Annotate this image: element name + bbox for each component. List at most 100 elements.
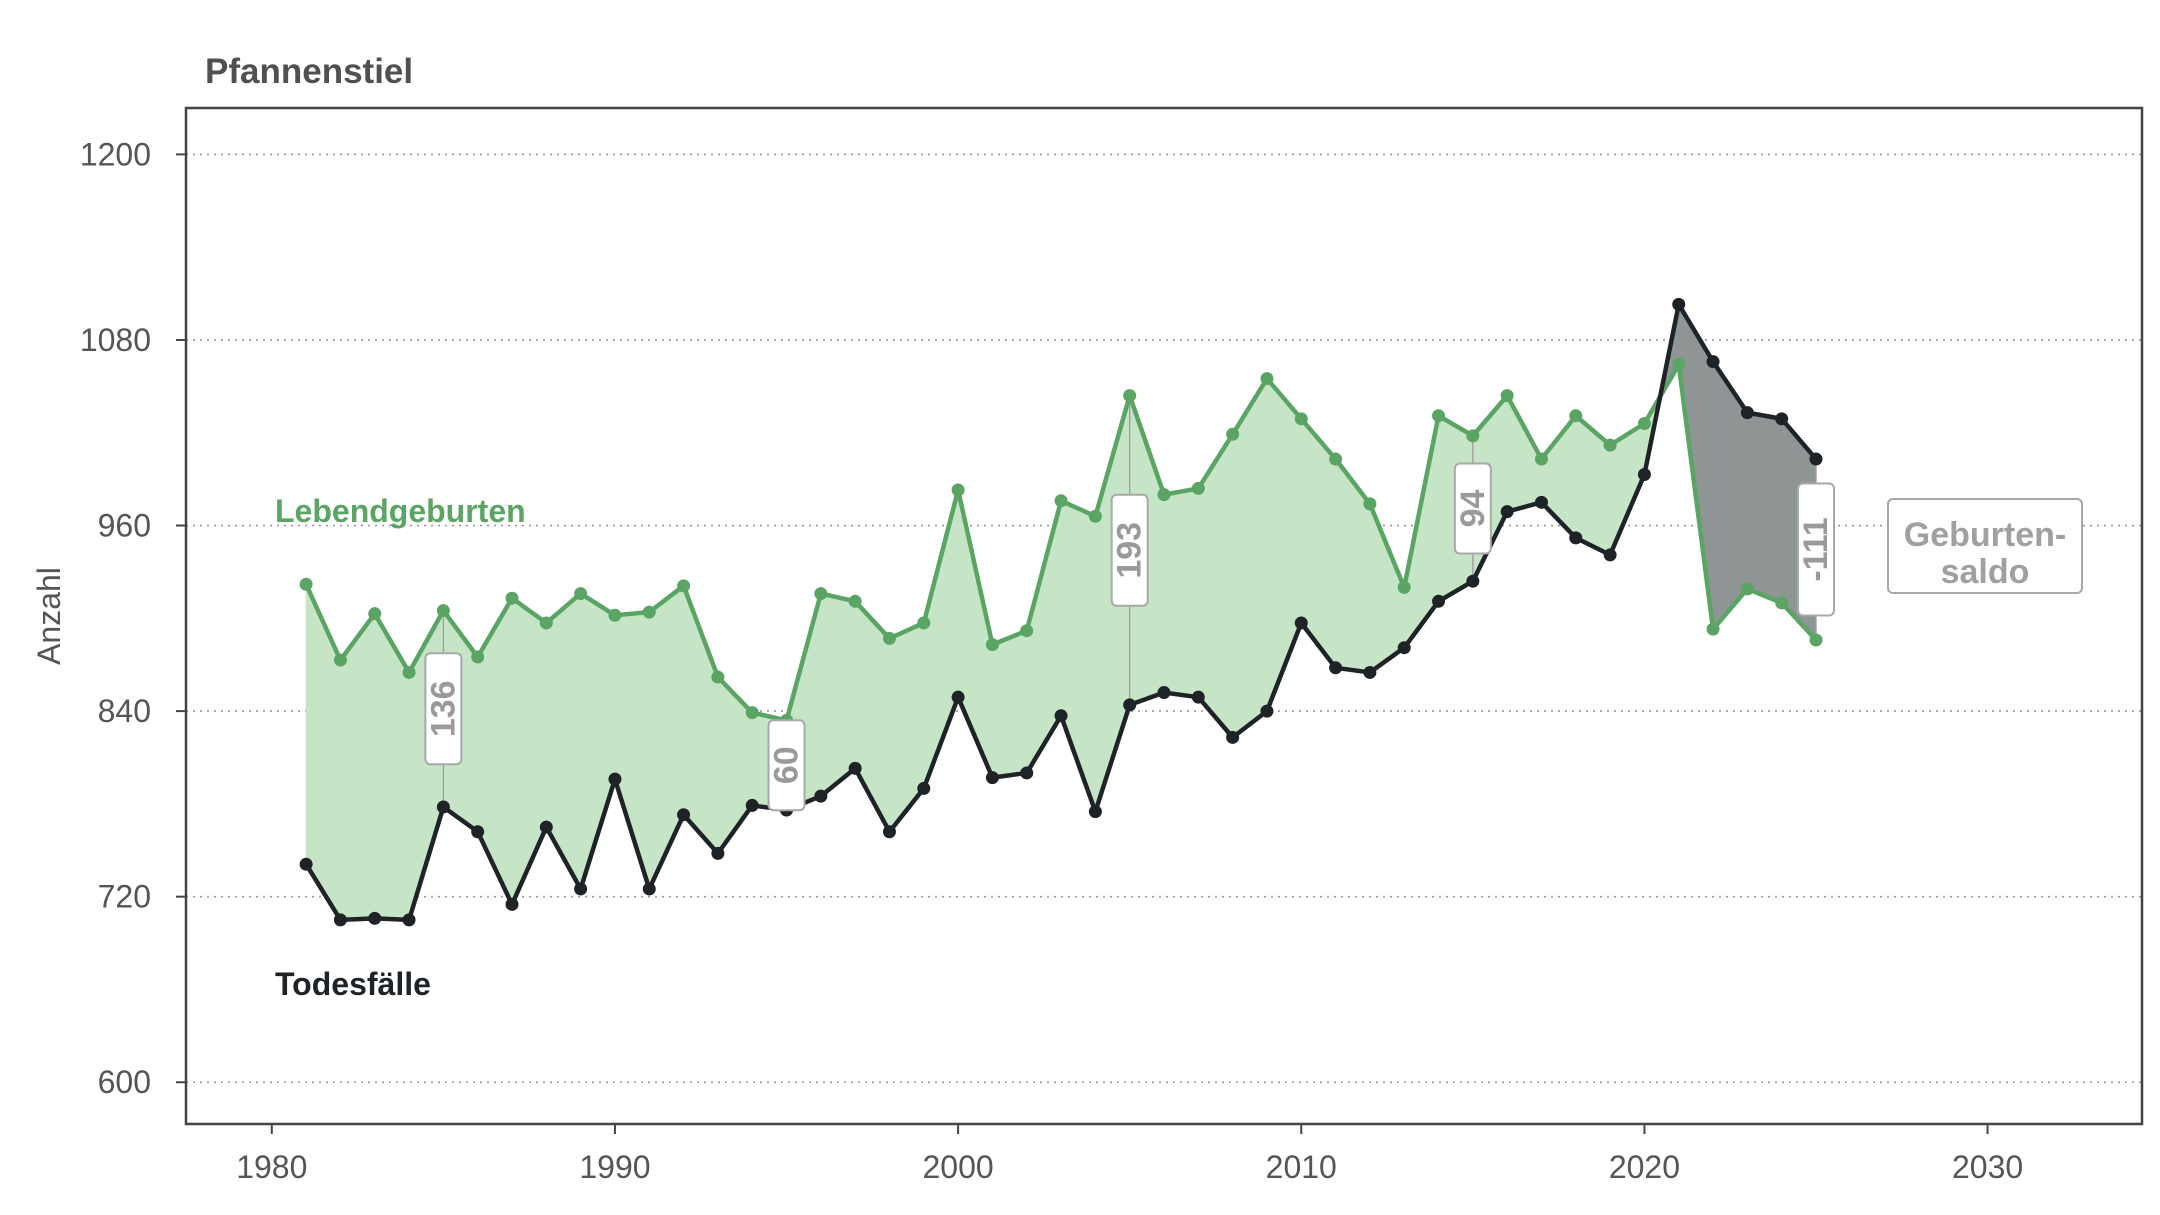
- births-point-2004: [1088, 509, 1102, 523]
- x-tick-label-2010: 2010: [1266, 1149, 1337, 1185]
- saldo-label-text: 60: [768, 746, 806, 784]
- births-point-2003: [1054, 494, 1068, 508]
- deaths-point-1983: [368, 911, 382, 925]
- births-point-1997: [848, 594, 862, 608]
- deaths-point-2016: [1500, 505, 1514, 519]
- deaths-point-2017: [1534, 495, 1548, 509]
- x-tick-label-2020: 2020: [1609, 1149, 1680, 1185]
- saldo-label-1985: 136: [424, 652, 463, 766]
- deaths-point-1985: [436, 800, 450, 814]
- y-axis-title: Anzahl: [31, 567, 67, 665]
- deaths-point-1982: [333, 913, 347, 927]
- deaths-point-2001: [985, 771, 999, 785]
- births-point-2017: [1534, 452, 1548, 466]
- births-point-2008: [1226, 427, 1240, 441]
- saldo-legend-line2: saldo: [1941, 553, 2030, 591]
- saldo-label-box: [1453, 462, 1492, 555]
- saldo-label-text: 193: [1111, 522, 1149, 579]
- deaths-point-2009: [1260, 704, 1274, 718]
- births-point-1989: [574, 587, 588, 601]
- saldo-label-box: [767, 719, 806, 812]
- saldo-label-box: [1797, 482, 1835, 617]
- plot-frame: [184, 106, 2144, 1126]
- births-point-2015: [1466, 429, 1480, 443]
- deaths-point-1993: [711, 846, 725, 860]
- births-point-2021: [1672, 358, 1686, 372]
- births-point-2012: [1363, 497, 1377, 511]
- births-point-2023: [1740, 582, 1754, 596]
- saldo-fill-segment: [1335, 457, 1371, 673]
- deaths-point-1989: [574, 882, 588, 896]
- saldo-label-2015: 94: [1453, 462, 1492, 555]
- x-tick-label-1990: 1990: [579, 1149, 650, 1185]
- saldo-label-text: 136: [424, 680, 462, 737]
- y-tick-label-600: 600: [98, 1064, 151, 1100]
- data-points: [299, 297, 1823, 927]
- deaths-point-2014: [1432, 594, 1446, 608]
- births-point-1999: [917, 616, 931, 630]
- births-point-2001: [985, 638, 999, 652]
- births-point-2020: [1637, 416, 1651, 430]
- deaths-point-2013: [1397, 641, 1411, 655]
- x-tick-label-2030: 2030: [1952, 1149, 2023, 1185]
- births-point-1985: [436, 604, 450, 618]
- y-tick-label-720: 720: [98, 879, 151, 915]
- saldo-fill-segment: [1163, 487, 1199, 698]
- deaths-point-2002: [1020, 766, 1034, 780]
- deaths-point-2000: [951, 690, 965, 704]
- deaths-point-2011: [1329, 661, 1343, 675]
- births-point-1992: [677, 579, 691, 593]
- saldo-legend-box: Geburten- saldo: [1887, 498, 2083, 594]
- deaths-point-1988: [539, 820, 553, 834]
- deaths-point-1986: [471, 825, 485, 839]
- x-tick-label-2000: 2000: [923, 1149, 994, 1185]
- deaths-point-2005: [1123, 698, 1137, 712]
- deaths-point-1990: [608, 772, 622, 786]
- saldo-fill-segment: [992, 630, 1028, 779]
- deaths-point-1998: [882, 825, 896, 839]
- births-point-2013: [1397, 580, 1411, 594]
- deaths-point-2010: [1294, 616, 1308, 630]
- births-point-1996: [814, 587, 828, 601]
- births-point-1990: [608, 608, 622, 622]
- deaths-point-1987: [505, 897, 519, 911]
- births-point-2007: [1191, 481, 1205, 495]
- deaths-point-2024: [1775, 412, 1789, 426]
- saldo-label-1995: 60: [767, 719, 806, 812]
- births-point-1984: [402, 665, 416, 679]
- births-point-1991: [642, 605, 656, 619]
- saldo-label-box: [424, 652, 463, 766]
- saldo-label-2025: -111: [1797, 482, 1835, 617]
- births-point-2024: [1775, 596, 1789, 610]
- y-tick-label-960: 960: [98, 508, 151, 544]
- deaths-point-1981: [299, 857, 313, 871]
- y-tick-label-840: 840: [98, 693, 151, 729]
- saldo-label-text: 94: [1454, 490, 1492, 528]
- deaths-point-1984: [402, 913, 416, 927]
- saldo-fill-segment: [580, 592, 616, 890]
- saldo-legend-line1: Geburten-: [1904, 516, 2066, 554]
- births-point-2002: [1020, 624, 1034, 638]
- births-point-2025: [1809, 633, 1823, 647]
- deaths-point-2023: [1740, 406, 1754, 420]
- saldo-fill-segment: [1026, 500, 1062, 775]
- births-point-2011: [1329, 452, 1343, 466]
- deaths-point-1991: [642, 882, 656, 896]
- x-axis: 1980 1990 2000 2010 2020 2030: [236, 1124, 2023, 1185]
- births-point-2022: [1706, 622, 1720, 636]
- births-point-1986: [471, 650, 485, 664]
- deaths-point-2007: [1191, 690, 1205, 704]
- deaths-point-2019: [1603, 548, 1617, 562]
- deaths-point-1997: [848, 761, 862, 775]
- chart-title: Pfannenstiel: [205, 52, 413, 91]
- deaths-point-2020: [1637, 468, 1651, 482]
- deaths-point-1996: [814, 789, 828, 803]
- y-tick-label-1080: 1080: [80, 322, 151, 358]
- series-label-deaths: Todesfälle: [275, 966, 431, 1002]
- saldo-label-2005: 193: [1110, 493, 1149, 607]
- y-axis: 600 720 840 960 1080 1200: [80, 136, 186, 1100]
- deaths-point-1992: [677, 808, 691, 822]
- births-point-1988: [539, 616, 553, 630]
